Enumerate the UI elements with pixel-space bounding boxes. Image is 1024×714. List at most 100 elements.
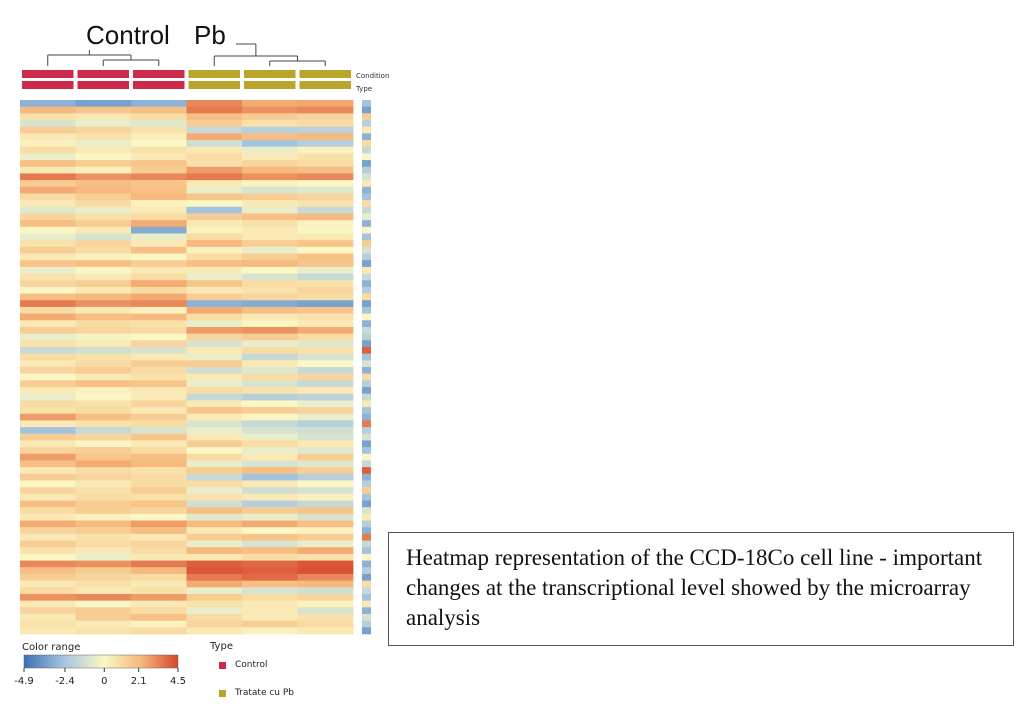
heatmap-cell xyxy=(242,140,298,148)
heatmap-cell xyxy=(186,140,243,148)
heatmap-cell xyxy=(186,153,243,161)
heatmap-cell xyxy=(75,120,132,128)
type-sidebar-cell xyxy=(362,513,371,521)
type-sidebar-cell xyxy=(362,120,371,127)
type-sidebar-cell xyxy=(362,420,371,428)
caption-text: Heatmap representation of the CCD-18Co c… xyxy=(406,545,983,630)
heatmap-cell xyxy=(75,140,132,148)
heatmap-cell xyxy=(131,280,187,288)
heatmap-cell xyxy=(186,220,243,228)
heatmap-cell xyxy=(75,387,132,395)
heatmap-cell xyxy=(242,560,298,568)
type-sidebar-cell xyxy=(362,193,371,201)
heatmap-cell xyxy=(242,380,298,388)
type-sidebar-cell xyxy=(362,160,371,168)
heatmap-cell xyxy=(20,346,76,355)
heatmap-cell xyxy=(75,240,132,248)
heatmap-cell xyxy=(131,447,187,455)
heatmap-cell xyxy=(75,126,132,134)
heatmap-cell xyxy=(186,226,243,234)
heatmap-cell xyxy=(186,380,243,388)
heatmap-cell xyxy=(20,293,76,301)
heatmap-cell xyxy=(75,286,132,294)
heatmap-cell xyxy=(242,587,298,595)
heatmap-cell xyxy=(297,487,354,495)
type-sidebar-cell xyxy=(362,613,371,621)
heatmap-cell xyxy=(131,420,187,428)
heatmap-cell xyxy=(297,467,354,475)
heatmap-cell xyxy=(20,493,76,501)
legend-item-pb: Tratate cu Pb xyxy=(235,688,295,698)
heatmap-cell xyxy=(186,273,243,281)
heatmap-cell xyxy=(131,620,187,628)
heatmap-cell xyxy=(297,280,354,288)
group-label-pb: Pb xyxy=(194,20,226,50)
type-sidebar-cell xyxy=(362,473,371,481)
heatmap-cell xyxy=(20,100,76,108)
heatmap-cell xyxy=(186,333,243,341)
heatmap-cell xyxy=(131,493,187,501)
type-sidebar-cell xyxy=(362,200,371,208)
heatmap-cell xyxy=(131,313,187,321)
heatmap-cell xyxy=(75,100,132,108)
heatmap-cell xyxy=(20,113,76,121)
heatmap-cell xyxy=(186,460,243,468)
heatmap-cell xyxy=(131,413,187,421)
heatmap-cell xyxy=(75,540,132,548)
type-sidebar-cell xyxy=(362,560,371,568)
color-range-tick-label: 0 xyxy=(101,676,107,687)
type-track-cell xyxy=(244,81,296,89)
heatmap-cell xyxy=(186,253,243,261)
heatmap-cell xyxy=(75,547,132,555)
heatmap-cell xyxy=(20,313,76,321)
heatmap-cell xyxy=(75,573,132,581)
heatmap-cell xyxy=(75,326,132,335)
heatmap-cell xyxy=(20,527,76,535)
heatmap-cell xyxy=(75,260,132,268)
heatmap-cell xyxy=(20,580,76,588)
heatmap-cell xyxy=(20,260,76,268)
heatmap-cell xyxy=(20,253,76,261)
color-range-tick-label: -2.4 xyxy=(55,676,75,687)
heatmap-cell xyxy=(186,413,243,421)
type-sidebar-cell xyxy=(362,607,371,615)
heatmap-cell xyxy=(75,533,132,541)
heatmap-cell xyxy=(186,480,243,488)
heatmap-cell xyxy=(186,400,243,408)
heatmap-cell xyxy=(131,427,187,435)
heatmap-cell xyxy=(20,573,76,581)
heatmap-cell xyxy=(131,133,187,141)
heatmap-cell xyxy=(297,226,354,234)
heatmap-cell xyxy=(131,153,187,161)
heatmap-cell xyxy=(75,453,132,461)
heatmap-cell xyxy=(20,180,76,188)
heatmap-cell xyxy=(297,613,354,622)
type-sidebar-cell xyxy=(362,273,371,281)
heatmap-cell xyxy=(297,620,354,628)
heatmap-cell xyxy=(186,293,243,301)
heatmap-cell xyxy=(20,320,76,328)
heatmap-cell xyxy=(131,600,187,608)
heatmap-cell xyxy=(297,120,354,128)
heatmap-cell xyxy=(75,500,132,508)
heatmap-cell xyxy=(20,460,76,468)
heatmap-cell xyxy=(131,286,187,294)
heatmap-cell xyxy=(131,387,187,395)
heatmap-cell xyxy=(186,407,243,415)
heatmap-cell xyxy=(297,353,354,361)
heatmap-cell xyxy=(75,527,132,535)
heatmap-cell xyxy=(297,540,354,548)
heatmap-cell xyxy=(131,106,187,114)
heatmap-cell xyxy=(186,507,243,515)
heatmap-cell xyxy=(131,333,187,341)
heatmap-cell xyxy=(75,373,132,381)
heatmap-cell xyxy=(131,113,187,121)
heatmap-cell xyxy=(75,393,132,401)
heatmap-cell xyxy=(242,113,298,121)
heatmap-cell xyxy=(20,480,76,488)
type-sidebar-cell xyxy=(362,180,371,188)
heatmap-cell xyxy=(20,520,76,528)
heatmap-cell xyxy=(131,560,187,568)
heatmap-cell xyxy=(186,280,243,288)
type-sidebar-cell xyxy=(362,620,371,628)
